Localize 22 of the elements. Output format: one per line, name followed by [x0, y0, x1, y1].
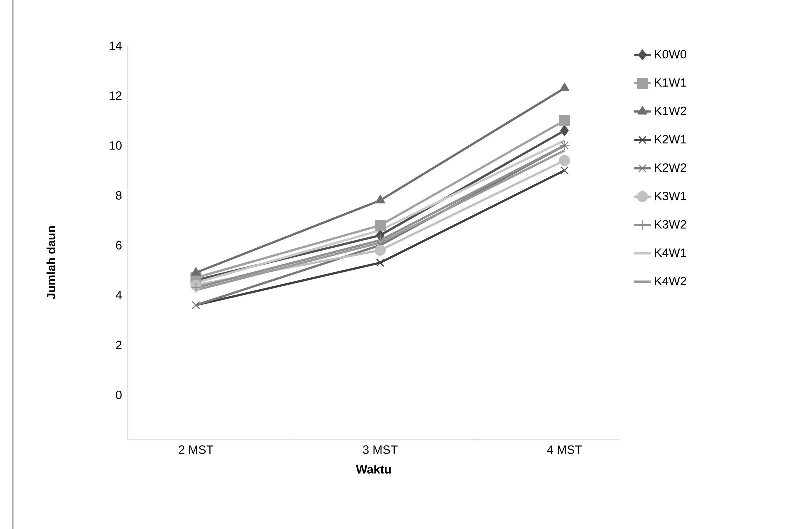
legend-label: K3W2: [655, 220, 686, 229]
legend-label: K4W2: [655, 276, 686, 286]
y-tick-label: 10: [110, 141, 122, 150]
y-tick-label: 12: [110, 92, 122, 100]
y-tick-label: 2: [116, 341, 122, 350]
legend-label: K0W0: [655, 50, 687, 59]
x-tick-label: 4 MST: [547, 446, 582, 454]
legend-label: K1W1: [655, 78, 686, 87]
legend-label: K4W1: [655, 248, 686, 257]
x-axis-title: Waktu: [356, 465, 391, 474]
legend-label: K2W2: [655, 164, 686, 172]
legend-label: K1W2: [655, 106, 686, 116]
legend-label: K2W1: [655, 135, 686, 144]
y-tick-label: 8: [116, 191, 122, 200]
y-axis-title: Jumlah daun: [46, 226, 56, 300]
y-tick-label: 0: [116, 390, 122, 400]
x-tick-label: 2 MST: [179, 446, 214, 454]
y-tick-label: 4: [116, 291, 122, 300]
y-tick-label: 14: [110, 42, 122, 50]
legend-label: K3W1: [655, 192, 686, 200]
y-tick-label: 6: [116, 241, 122, 250]
x-tick-label: 3 MST: [363, 446, 398, 454]
